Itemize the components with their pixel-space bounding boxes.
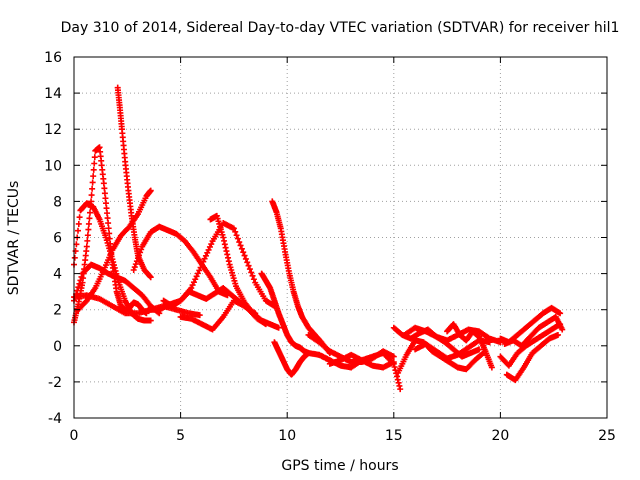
data-point-marker xyxy=(138,246,145,253)
data-point-marker xyxy=(89,185,96,192)
data-point-marker xyxy=(85,226,92,233)
data-point-marker xyxy=(557,310,564,317)
data-point-marker xyxy=(90,173,97,180)
data-point-marker xyxy=(245,262,252,269)
data-point-marker xyxy=(137,249,144,256)
data-point-marker xyxy=(75,284,82,291)
data-point-marker xyxy=(133,258,140,265)
data-point-marker xyxy=(130,266,137,273)
y-tick-label: 8 xyxy=(53,194,62,210)
data-point-marker xyxy=(249,272,256,279)
series-track-2 xyxy=(71,200,154,324)
data-point-marker xyxy=(74,227,81,234)
data-point-marker xyxy=(242,255,249,262)
data-point-marker xyxy=(90,166,97,173)
data-point-marker xyxy=(136,252,143,259)
data-point-marker xyxy=(85,220,92,227)
y-tick-label: 4 xyxy=(53,267,62,283)
data-point-marker xyxy=(244,259,251,266)
y-tick-label: -4 xyxy=(48,411,62,427)
data-point-marker xyxy=(91,154,98,161)
data-point-marker xyxy=(275,324,282,331)
data-point-marker xyxy=(105,220,112,227)
data-point-marker xyxy=(83,243,90,250)
data-point-marker xyxy=(237,242,244,249)
data-point-marker xyxy=(147,317,154,324)
data-point-marker xyxy=(131,264,138,271)
data-point-marker xyxy=(147,274,154,281)
data-point-marker xyxy=(486,339,493,346)
x-tick-label: 25 xyxy=(598,428,616,444)
data-point-marker xyxy=(390,359,397,366)
data-point-marker xyxy=(91,160,98,167)
x-axis-label: GPS time / hours xyxy=(281,458,398,474)
data-point-marker xyxy=(77,277,84,284)
data-point-marker xyxy=(252,310,259,317)
y-tick-label: 16 xyxy=(44,50,62,66)
data-point-marker xyxy=(559,326,566,333)
data-point-marker xyxy=(86,215,93,222)
x-tick-label: 5 xyxy=(176,428,185,444)
data-point-marker xyxy=(234,235,241,242)
y-tick-label: 6 xyxy=(53,231,62,247)
data-point-marker xyxy=(250,276,257,283)
axis-ticks: 0 5 10 15 20 25 -4 -2 0 2 4 6 8 10 12 14 16 xyxy=(44,50,616,444)
y-tick-label: 2 xyxy=(53,303,62,319)
data-point-marker xyxy=(134,255,141,262)
data-points xyxy=(71,84,566,393)
chart-title: Day 310 of 2014, Sidereal Day-to-day VTE… xyxy=(61,20,620,36)
data-point-marker xyxy=(84,237,91,244)
series-track-25 xyxy=(501,313,566,349)
data-point-marker xyxy=(246,266,253,273)
data-point-marker xyxy=(76,280,83,287)
x-tick-label: 10 xyxy=(278,428,296,444)
x-tick-label: 20 xyxy=(491,428,509,444)
series-track-6 xyxy=(114,84,154,281)
data-point-marker xyxy=(86,209,93,216)
data-point-marker xyxy=(74,287,81,294)
data-point-marker xyxy=(147,187,154,194)
y-axis-label: SDTVAR / TECUs xyxy=(6,181,22,296)
data-point-marker xyxy=(132,261,139,268)
series-track-11 xyxy=(177,297,259,333)
data-point-marker xyxy=(88,192,95,199)
data-point-marker xyxy=(71,254,78,261)
data-point-marker xyxy=(76,214,83,221)
series-track-26 xyxy=(503,331,561,384)
data-point-marker xyxy=(75,220,82,227)
data-point-marker xyxy=(236,239,243,246)
data-point-marker xyxy=(105,225,112,232)
data-point-marker xyxy=(248,269,255,276)
y-tick-label: 10 xyxy=(44,158,62,174)
data-point-marker xyxy=(84,232,91,239)
series-track-14 xyxy=(271,339,333,378)
data-point-marker xyxy=(78,273,85,280)
data-point-marker xyxy=(390,353,397,360)
data-point-marker xyxy=(488,364,495,371)
y-tick-label: 12 xyxy=(44,122,62,138)
series-track-22 xyxy=(444,321,495,371)
data-point-marker xyxy=(89,179,96,186)
data-point-marker xyxy=(241,252,248,259)
data-point-marker xyxy=(196,312,203,319)
x-tick-label: 15 xyxy=(385,428,403,444)
data-point-marker xyxy=(238,245,245,252)
data-point-marker xyxy=(230,225,237,232)
y-tick-label: -2 xyxy=(48,375,62,391)
y-tick-label: 14 xyxy=(44,86,62,102)
series-track-12 xyxy=(258,270,312,357)
data-point-marker xyxy=(232,228,239,235)
data-point-marker xyxy=(554,331,561,338)
data-point-marker xyxy=(240,249,247,256)
series-track-23 xyxy=(497,304,564,346)
y-tick-label: 0 xyxy=(53,339,62,355)
x-tick-label: 0 xyxy=(70,428,79,444)
data-point-marker xyxy=(233,232,240,239)
series-track-17 xyxy=(326,351,397,371)
data-point-marker xyxy=(476,346,483,353)
data-point-marker xyxy=(397,386,404,393)
